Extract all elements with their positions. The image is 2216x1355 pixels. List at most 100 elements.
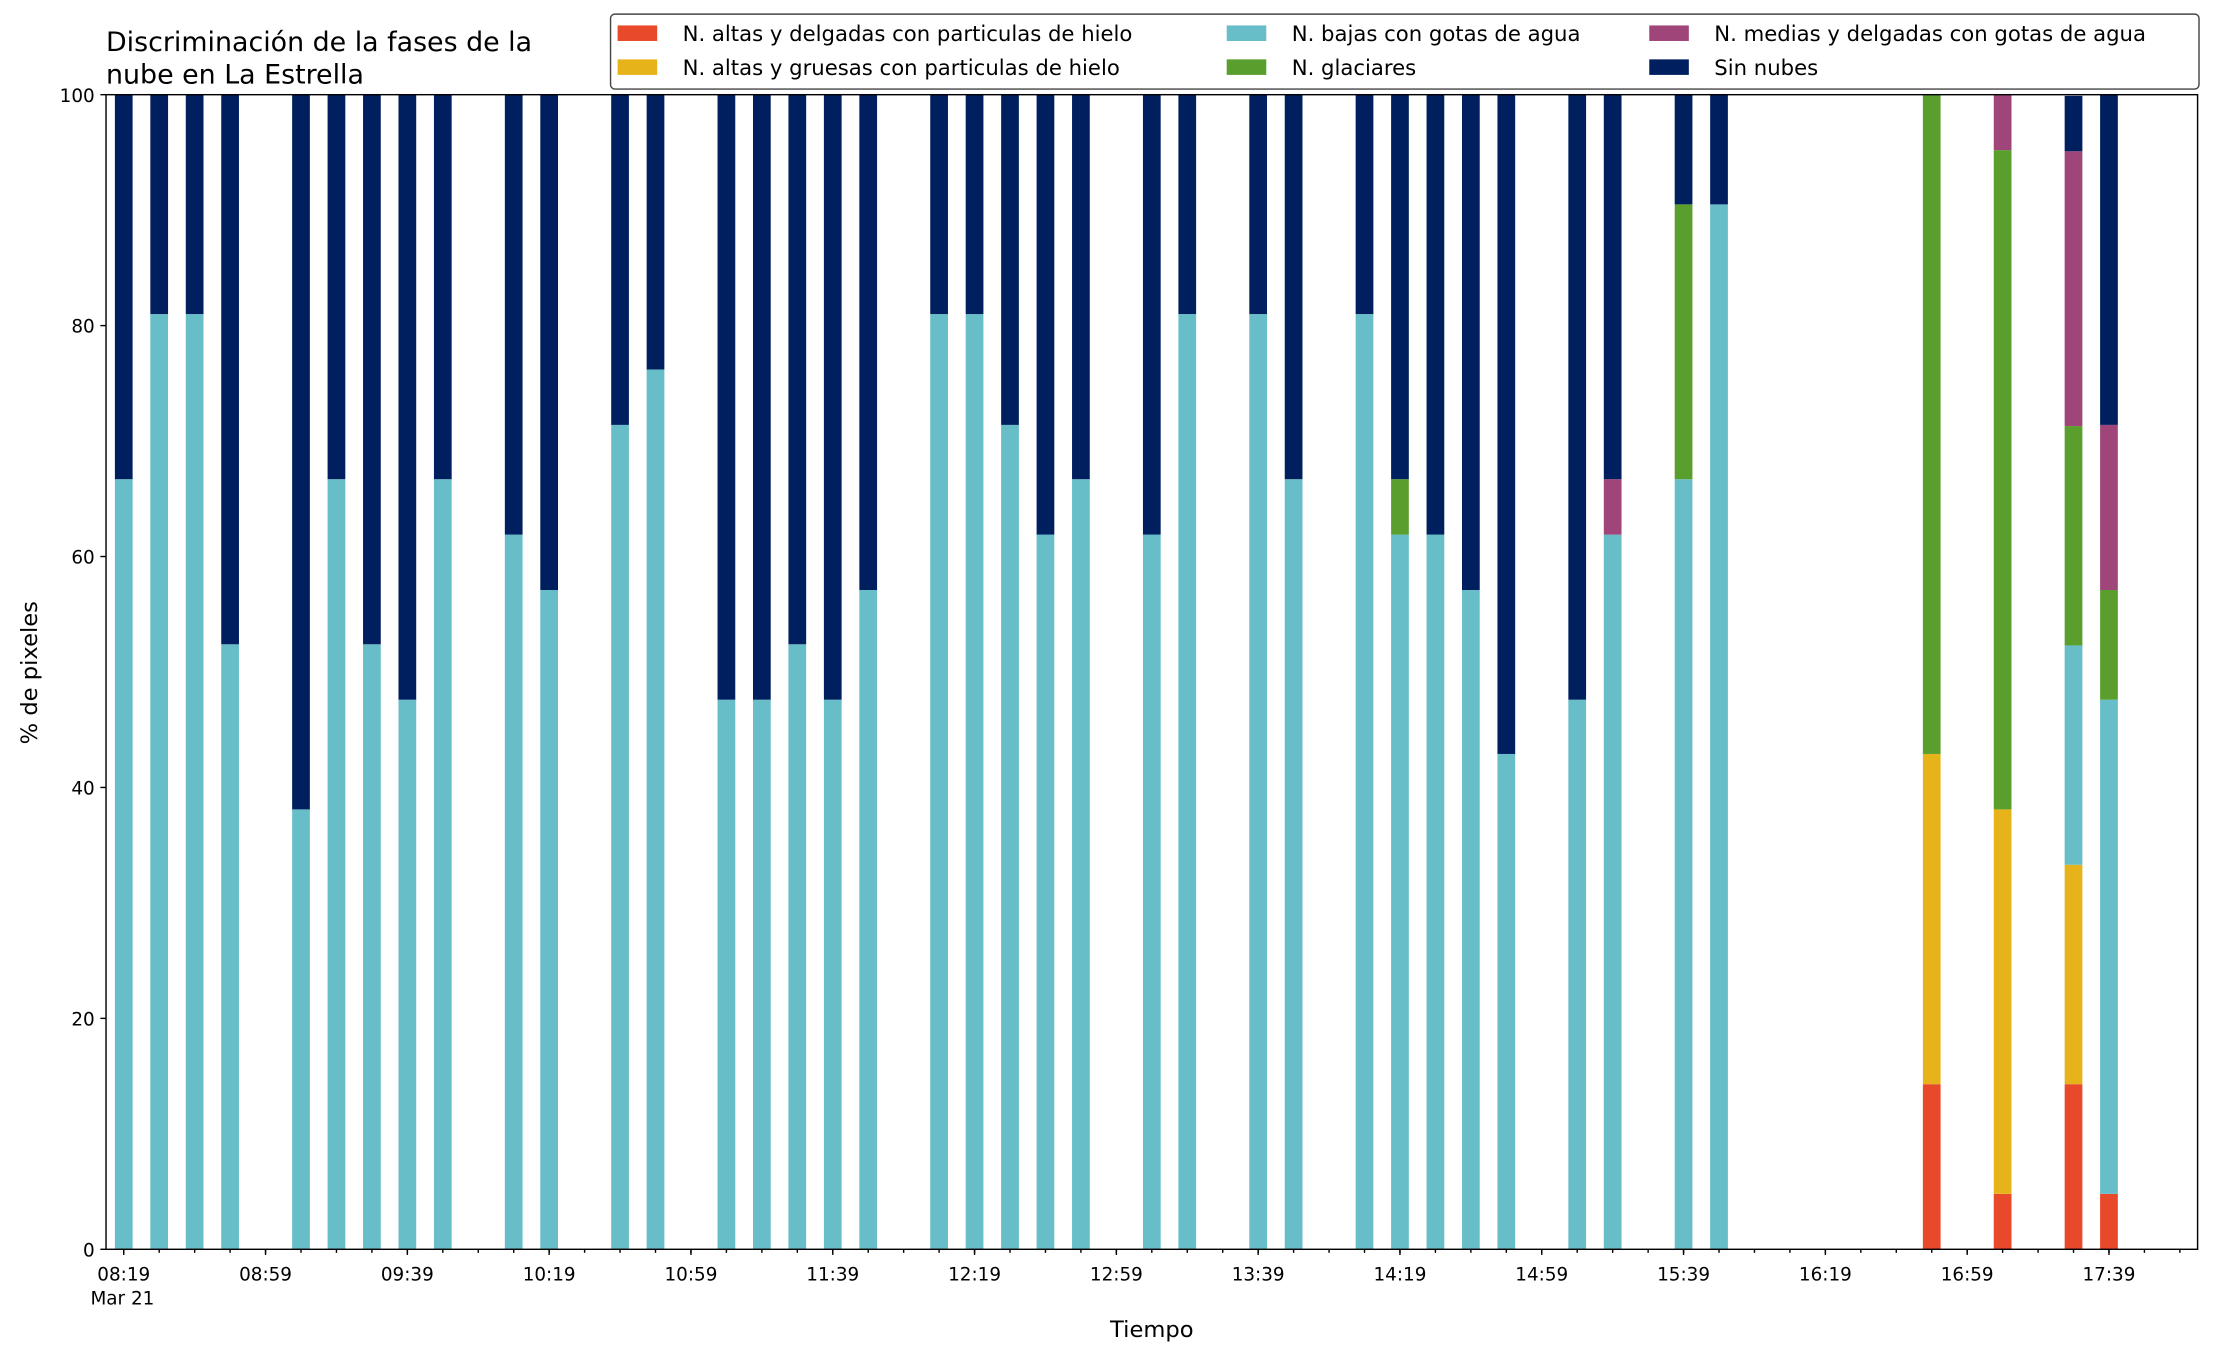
bar-segment	[185, 94, 204, 315]
bar-segment	[965, 314, 984, 1250]
bar-segment	[327, 479, 346, 1250]
bar-segment	[540, 94, 559, 591]
bar-segment	[823, 699, 842, 1250]
bar-segment	[2100, 590, 2118, 700]
bar-segment	[1993, 94, 2012, 151]
bar-segment	[1603, 94, 1622, 480]
x-axis-label: Tiempo	[1109, 1317, 1194, 1343]
bar-segment	[1391, 479, 1409, 535]
x-tick-label: 10:59	[664, 1264, 717, 1285]
bar-segment	[1178, 94, 1197, 315]
x-tick-label: 16:19	[1799, 1264, 1852, 1285]
x-tick-label: 15:39	[1657, 1264, 1710, 1285]
bar-segment	[2064, 95, 2083, 152]
bar-segment	[150, 94, 169, 315]
bar-segment	[2100, 94, 2118, 425]
bar-segment	[1284, 94, 1303, 480]
bar-segment	[221, 94, 239, 645]
x-tick-label: 12:59	[1090, 1264, 1143, 1285]
legend-label: N. altas y gruesas con particulas de hie…	[683, 55, 1120, 80]
legend-swatch	[1649, 25, 1689, 41]
x-tick-label: 11:39	[806, 1264, 859, 1285]
y-tick-label: 40	[71, 779, 94, 800]
y-tick-label: 60	[71, 548, 94, 569]
x-tick-label: 17:39	[2083, 1264, 2136, 1285]
bar-segment	[1072, 479, 1090, 1250]
legend-swatch	[617, 59, 658, 75]
bar-segment	[1568, 94, 1587, 700]
bar-segment	[1142, 534, 1161, 1250]
bar-segment	[114, 94, 133, 480]
x-tick-label: 09:39	[381, 1264, 434, 1285]
legend-swatch	[1649, 59, 1689, 75]
bar-segment	[2064, 645, 2083, 865]
chart-title: nube en La Estrella	[106, 59, 364, 90]
bar-segment	[504, 534, 523, 1250]
bar-segment	[1284, 479, 1303, 1250]
bar-segment	[2064, 1084, 2083, 1250]
bar-segment	[292, 809, 310, 1250]
bar-segment	[1603, 479, 1622, 535]
legend-label: N. bajas con gotas de agua	[1292, 21, 1581, 46]
bar-segment	[1603, 534, 1622, 1250]
bar-segment	[185, 314, 204, 1250]
bar-segment	[2100, 1193, 2118, 1250]
bar-segment	[1710, 94, 1728, 205]
bar-segment	[504, 94, 523, 535]
bar-segment	[1001, 94, 1019, 425]
bar-segment	[1993, 1193, 2012, 1250]
y-tick-label: 20	[71, 1009, 94, 1030]
bar-segment	[1922, 753, 1941, 1085]
bar-segment	[1391, 534, 1409, 1250]
bar-segment	[646, 369, 665, 1250]
bar-segment	[859, 94, 878, 591]
bar-segment	[1922, 1084, 1941, 1250]
bar-segment	[823, 94, 842, 700]
bar-segment	[1497, 753, 1516, 1250]
chart-title: Discriminación de la fases de la	[106, 27, 532, 58]
bar-segment	[717, 699, 736, 1250]
x-tick-label: 14:19	[1374, 1264, 1427, 1285]
y-axis-label: % de pixeles	[17, 601, 43, 744]
bar-segment	[2064, 426, 2083, 646]
bar-segment	[1993, 809, 2012, 1194]
legend-label: N. altas y delgadas con particulas de hi…	[683, 21, 1133, 46]
legend-box	[609, 13, 2200, 90]
plot-area	[114, 94, 2118, 1250]
bar-segment	[1922, 94, 1941, 754]
bar-segment	[1426, 94, 1445, 535]
legend: N. altas y delgadas con particulas de hi…	[609, 13, 2200, 90]
bar-segment	[114, 479, 133, 1250]
bar-segment	[965, 94, 984, 315]
bar-segment	[752, 94, 771, 700]
bar-segment	[398, 699, 417, 1250]
bar-segment	[221, 644, 239, 1250]
bar-segment	[292, 94, 310, 810]
bar-segment	[2100, 424, 2118, 591]
bar-segment	[540, 590, 559, 1250]
bar-segment	[1249, 94, 1268, 315]
bar-segment	[1462, 590, 1480, 1250]
bar-segment	[1674, 479, 1693, 1250]
bar-segment	[1249, 314, 1268, 1250]
bar-segment	[433, 479, 452, 1250]
bar-segment	[1497, 94, 1516, 754]
x-tick-label: 08:59	[239, 1264, 292, 1285]
bar-segment	[433, 94, 452, 480]
bar-segment	[930, 314, 948, 1250]
bar-segment	[1142, 94, 1161, 535]
bar-segment	[859, 590, 878, 1250]
bar-segment	[1674, 204, 1693, 480]
bar-segment	[1072, 94, 1090, 480]
x-offset-label: Mar 21	[90, 1288, 154, 1309]
bar-segment	[788, 94, 807, 645]
y-tick-label: 0	[83, 1240, 95, 1261]
bar-segment	[2100, 699, 2118, 1194]
y-tick-label: 80	[71, 317, 94, 338]
bar-segment	[1426, 534, 1445, 1250]
bar-segment	[611, 94, 629, 425]
bar-segment	[2064, 151, 2083, 427]
legend-swatch	[617, 25, 658, 41]
